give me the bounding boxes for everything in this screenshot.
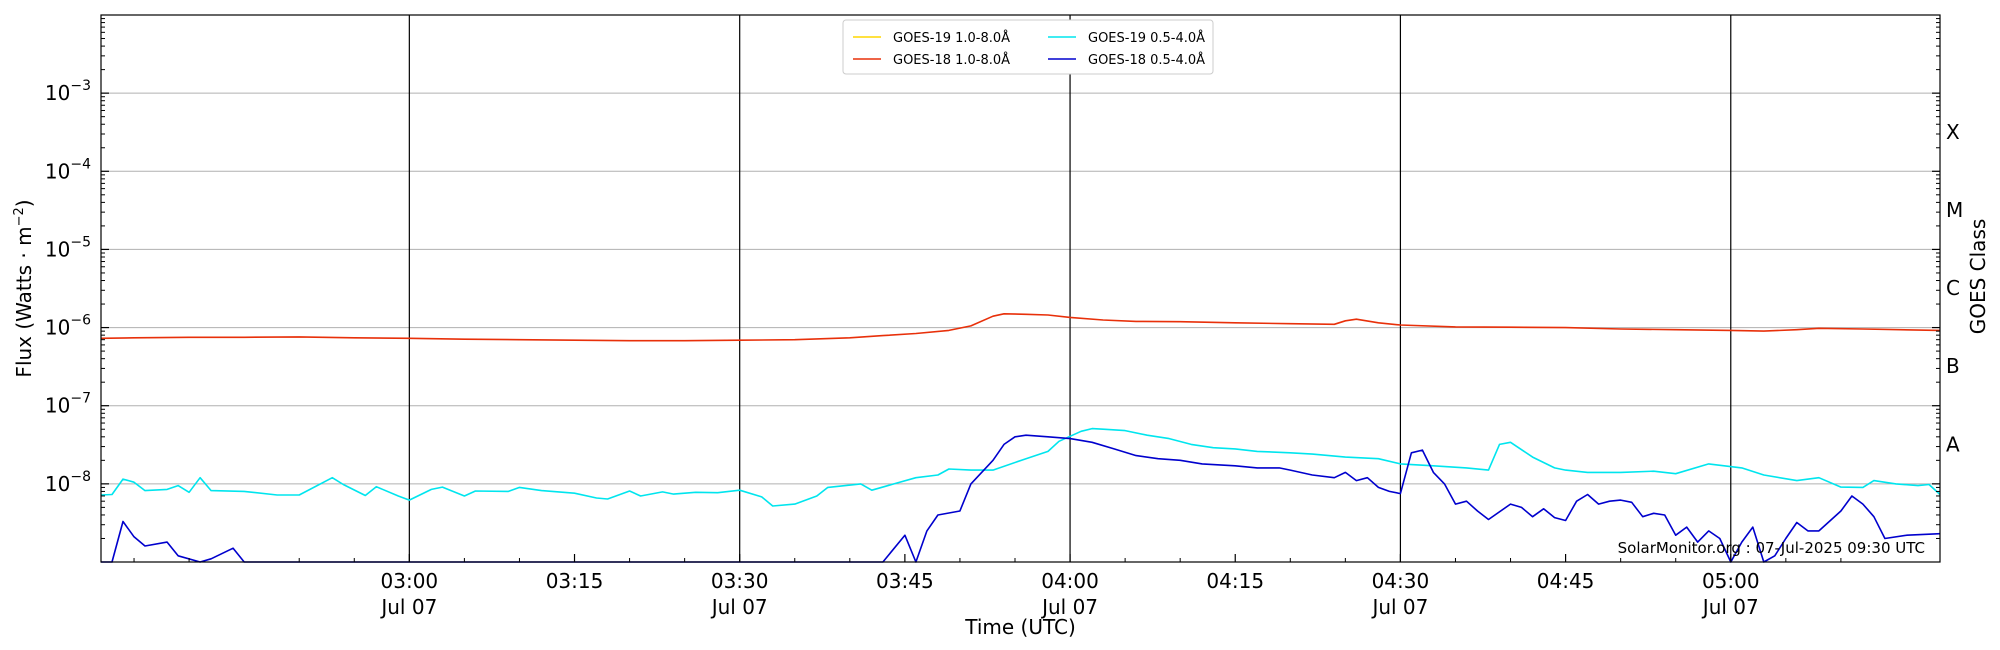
goes-class-label: B [1946,354,1960,378]
goes-class-axis-title: GOES Class [1966,219,1990,335]
plot-area-frame [100,14,1941,563]
horizontal-gridlines [101,92,1940,485]
x-tick-time-label: 03:00 [381,569,439,593]
y-tick-label: 10−4 [45,156,91,183]
source-watermark: SolarMonitor.org : 07-Jul-2025 09:30 UTC [1618,539,1925,557]
legend-label: GOES-19 1.0-8.0Å [893,30,1010,46]
y-tick-label: 10−3 [45,78,91,105]
x-tick-time-label: 04:30 [1372,569,1430,593]
y-tick-label: 10−5 [45,234,91,261]
legend-label: GOES-18 0.5-4.0Å [1088,52,1205,68]
x-tick-date-label: Jul 07 [1040,595,1098,619]
x-tick-time-label: 03:15 [546,569,604,593]
goes-class-label: X [1946,120,1960,144]
x-tick-date-label: Jul 07 [379,595,437,619]
y-tick-label: 10−6 [45,313,91,340]
series-line [100,427,1941,507]
x-tick-date-label: Jul 07 [710,595,768,619]
major-time-gridlines [408,15,1732,562]
x-tick-time-label: 05:00 [1702,569,1760,593]
y-tick-label: 10−7 [45,391,91,418]
goes-class-label: M [1946,198,1963,222]
y-axis-title: Flux (Watts · m−2) [12,199,36,377]
legend: GOES-19 1.0-8.0Å GOES-18 1.0-8.0Å GOES-19 … [842,19,1214,75]
x-tick-time-label: 04:15 [1206,569,1264,593]
x-tick-time-label: 03:45 [876,569,934,593]
x-tick-time-label: 04:45 [1537,569,1595,593]
y-tick-label: 10−8 [45,469,91,496]
x-tick-date-label: Jul 07 [1701,595,1759,619]
goes-class-label: A [1946,432,1960,456]
x-axis-title: Time (UTC) [964,615,1076,639]
legend-label: GOES-18 1.0-8.0Å [893,52,1010,68]
y-axis-ticks: 10−8 10−7 10−6 10−5 10−4 10−3 [45,18,1940,539]
legend-box [842,19,1214,75]
x-tick-time-label: 04:00 [1041,569,1099,593]
series-line [101,434,1941,563]
series-line [100,312,1941,342]
series-lines [100,312,1941,563]
x-tick-time-label: 03:30 [711,569,769,593]
x-tick-date-label: Jul 07 [1370,595,1428,619]
goes-class-labels: A B C M X [1946,120,1963,457]
legend-label: GOES-19 0.5-4.0Å [1088,30,1205,46]
goes-class-label: C [1946,276,1960,300]
